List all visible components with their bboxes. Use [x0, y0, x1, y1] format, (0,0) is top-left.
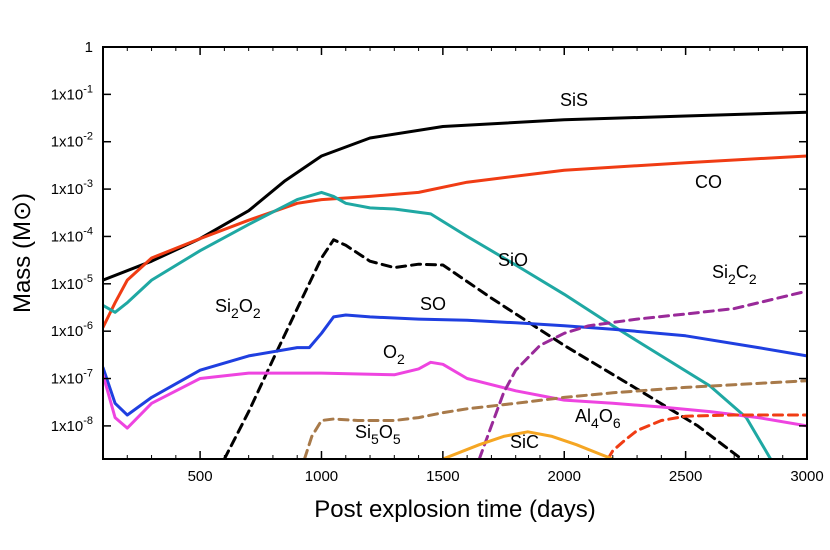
- series-line-sio: [103, 190, 773, 459]
- x-axis-title: Post explosion time (days): [314, 496, 595, 523]
- series-label-al4o6: Al4O6: [575, 406, 621, 431]
- series-line-si5o5: [303, 379, 807, 459]
- x-tick-label: 500: [188, 468, 213, 485]
- series-line-si2o2: [222, 238, 743, 459]
- x-tick-label: 3000: [790, 468, 823, 485]
- x-tick-label: 2000: [548, 468, 581, 485]
- y-tick-label: 1x10-8: [51, 415, 93, 435]
- series-line-o2: [103, 360, 807, 430]
- series-line-si2c2: [477, 289, 807, 459]
- y-tick-label: 1x10-5: [51, 273, 93, 293]
- series-line-co: [103, 154, 807, 329]
- y-tick-label: 1x10-7: [51, 368, 93, 388]
- plot-frame: [102, 46, 808, 460]
- y-tick-label: 1x10-2: [51, 131, 93, 151]
- x-tick-label: 1500: [426, 468, 459, 485]
- labels-layer: SiS CO SiO Si2O2 SO O2 Si2C2 Si5O5 Al4O6 SiC: [215, 90, 757, 452]
- series-line-al4o6: [606, 413, 807, 459]
- x-tick-label: 1000: [305, 468, 338, 485]
- series-label-si2c2: Si2C2: [712, 262, 757, 287]
- series-layer: [103, 110, 807, 459]
- series-line-sic: [441, 430, 615, 459]
- series-label-o2: O2: [383, 342, 405, 367]
- y-tick-label: 1x10-3: [51, 178, 93, 198]
- series-label-sic: SiC: [510, 432, 539, 452]
- y-axis-title: Mass (M⊙): [9, 193, 36, 313]
- series-label-sio: SiO: [498, 250, 528, 270]
- ticks-layer: 500 1000 1500 2000 2500 3000 1x10-8 1x10-7 1x10-…: [51, 39, 824, 485]
- series-label-so: SO: [420, 294, 446, 314]
- x-tick-label: 2500: [669, 468, 702, 485]
- y-tick-label: 1x10-1: [51, 83, 93, 103]
- series-line-so: [103, 313, 807, 417]
- series-label-co: CO: [695, 172, 722, 192]
- y-tick-label: 1: [85, 39, 93, 56]
- series-label-sis: SiS: [560, 90, 588, 110]
- series-label-si5o5: Si5O5: [355, 422, 401, 447]
- y-tick-label: 1x10-6: [51, 320, 93, 340]
- series-label-si2o2: Si2O2: [215, 296, 261, 321]
- series-line-sis: [103, 110, 807, 282]
- y-tick-label: 1x10-4: [51, 225, 93, 245]
